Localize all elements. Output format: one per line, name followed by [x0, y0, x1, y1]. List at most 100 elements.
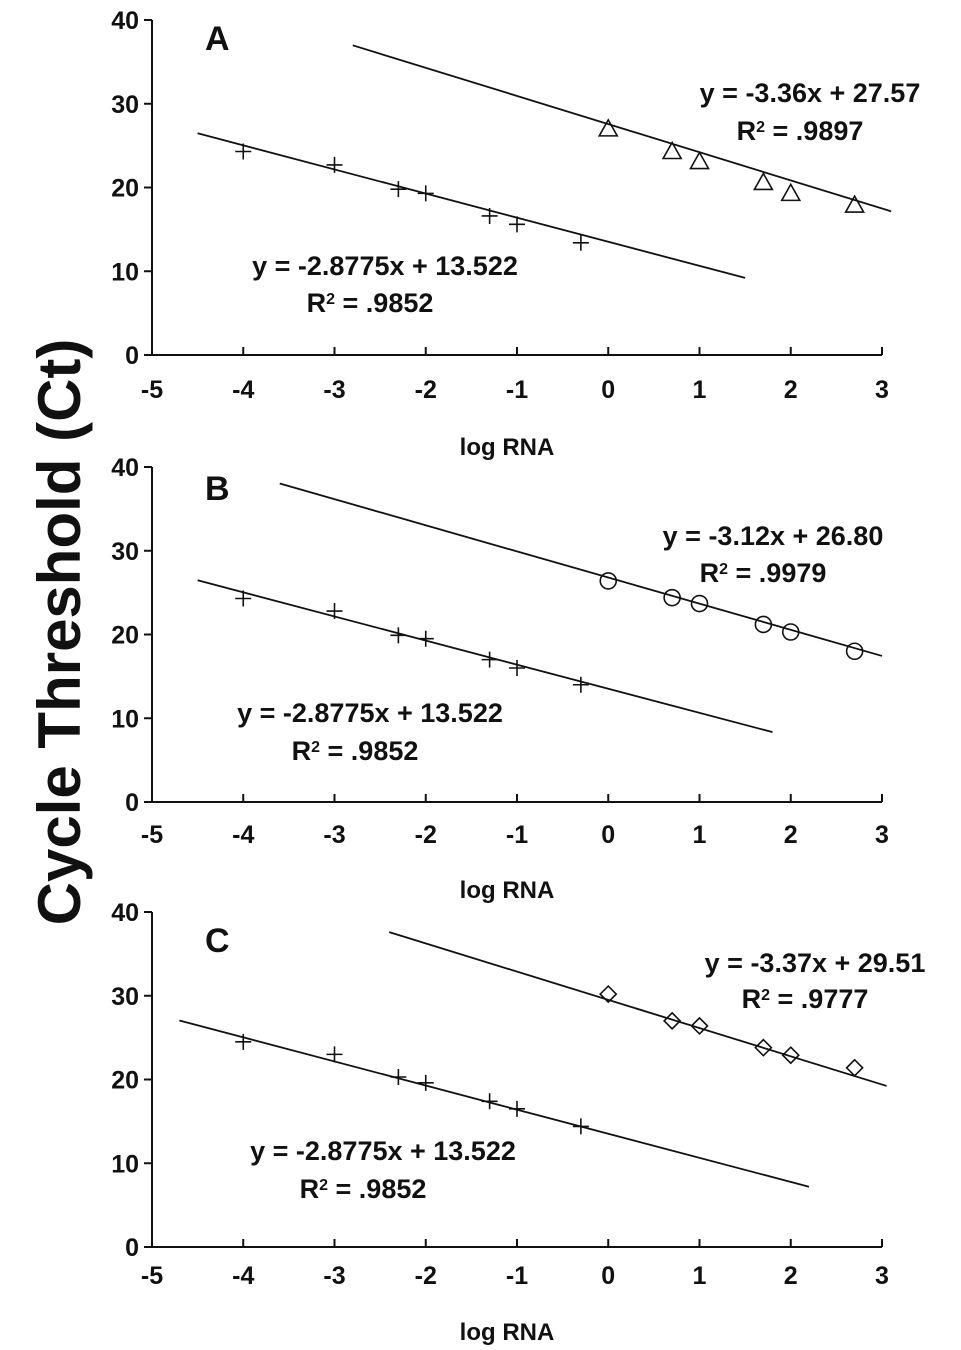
regression-equation: y = -2.8775x + 13.522: [250, 1136, 516, 1166]
data-point-plus: [417, 630, 434, 647]
y-tick-label: 10: [111, 1150, 139, 1178]
data-point-plus: [572, 1118, 589, 1135]
data-point-plus: [509, 216, 525, 233]
r-squared-label: R2 = .9979: [700, 558, 827, 588]
x-tick-label: -3: [323, 821, 345, 849]
r-squared-label: R2 = .9777: [742, 984, 869, 1014]
y-tick-label: 0: [125, 789, 139, 817]
data-point-plus: [572, 676, 589, 693]
r-squared-label: R2 = .9897: [737, 116, 864, 146]
data-point-plus: [417, 185, 434, 202]
x-tick-label: -4: [232, 821, 254, 849]
x-tick-label: 0: [601, 821, 615, 849]
y-tick-label: 10: [111, 705, 139, 733]
data-point-plus: [326, 156, 343, 173]
data-point-plus: [481, 1093, 498, 1110]
data-point-plus: [481, 651, 498, 668]
y-tick-label: 20: [111, 622, 139, 650]
y-tick-label: 30: [111, 91, 139, 119]
data-point-plus: [235, 1033, 252, 1050]
x-tick-label: -2: [415, 376, 437, 404]
x-axis-label: log RNA: [460, 1319, 555, 1346]
data-point-plus: [235, 590, 252, 607]
regression-equation: y = -3.36x + 27.57: [700, 78, 921, 108]
r-squared-label: R2 = .9852: [307, 288, 434, 318]
regression-equation: y = -3.37x + 29.51: [705, 948, 926, 978]
x-tick-label: -4: [232, 1262, 254, 1290]
x-tick-label: 3: [875, 1262, 889, 1290]
data-point-diamond: [690, 1016, 709, 1036]
data-point-circle: [754, 615, 773, 634]
data-point-diamond: [754, 1038, 773, 1057]
data-point-circle: [845, 642, 864, 661]
data-point-diamond: [662, 1011, 682, 1031]
y-tick-label: 0: [125, 342, 139, 370]
data-point-triangle: [780, 182, 802, 202]
regression-equation: y = -2.8775x + 13.522: [237, 698, 503, 728]
data-point-plus: [390, 1068, 407, 1085]
data-point-plus: [417, 1074, 434, 1091]
x-tick-label: 1: [693, 1262, 707, 1290]
data-point-diamond: [781, 1046, 800, 1065]
y-tick-label: 40: [111, 899, 139, 927]
x-tick-label: -1: [506, 376, 528, 404]
x-tick-label: 0: [601, 376, 615, 404]
regression-equation: y = -3.12x + 26.80: [663, 521, 884, 551]
x-tick-label: -1: [506, 821, 528, 849]
regression-line: [279, 482, 883, 657]
data-point-diamond: [845, 1058, 864, 1077]
x-tick-label: 3: [875, 376, 889, 404]
y-axis-label: Cycle Threshold (Ct): [26, 339, 93, 926]
chart-panel-a: 0 10 20 30 40 -5 -4 -3 -2 -1 0 1 2 3 log RNA Ay = -2.87…: [111, 7, 920, 461]
data-point-plus: [509, 1100, 525, 1117]
x-tick-label: -5: [141, 1262, 163, 1290]
data-point-circle: [599, 572, 618, 590]
data-point-circle: [663, 588, 681, 607]
regression-line: [197, 132, 746, 279]
chart-panel-b: 0 10 20 30 40 -5 -4 -3 -2 -1 0 1 2 3 log RNA By = -2.87…: [111, 454, 889, 904]
y-tick-label: 10: [111, 258, 139, 286]
chart-panel-c: 0 10 20 30 40 -5 -4 -3 -2 -1 0 1 2 3 log RNA Cy = -2.87…: [111, 899, 925, 1346]
x-tick-label: -5: [141, 821, 163, 849]
y-tick-label: 0: [125, 1234, 139, 1262]
r-squared-label: R2 = .9852: [292, 736, 419, 766]
regression-equation: y = -2.8775x + 13.522: [252, 251, 518, 281]
regression-line: [179, 1019, 810, 1188]
x-tick-label: 2: [784, 821, 798, 849]
data-point-plus: [235, 143, 252, 160]
data-point-triangle: [844, 194, 865, 213]
y-tick-label: 40: [111, 454, 139, 482]
x-tick-label: -1: [506, 1262, 528, 1290]
data-point-triangle: [597, 118, 619, 137]
x-tick-label: 3: [875, 821, 889, 849]
x-tick-label: 2: [784, 1262, 798, 1290]
y-tick-label: 20: [111, 175, 139, 203]
x-axis-label: log RNA: [460, 877, 555, 904]
x-tick-label: -5: [141, 376, 163, 404]
regression-line: [352, 44, 892, 213]
data-point-circle: [781, 623, 800, 641]
x-tick-label: -2: [415, 821, 437, 849]
x-tick-label: 0: [601, 1262, 615, 1290]
x-axis-label: log RNA: [460, 434, 555, 461]
panel-label: C: [205, 922, 230, 960]
x-tick-label: -4: [232, 376, 254, 404]
y-tick-label: 30: [111, 538, 139, 566]
data-point-triangle: [689, 150, 710, 170]
data-point-circle: [690, 594, 709, 613]
panel-label: B: [205, 470, 230, 508]
data-point-plus: [572, 234, 589, 251]
x-tick-label: -2: [415, 1262, 437, 1290]
y-tick-label: 20: [111, 1067, 139, 1095]
data-point-plus: [326, 1046, 343, 1063]
data-point-plus: [481, 207, 498, 224]
x-tick-label: -3: [323, 1262, 345, 1290]
regression-line: [388, 931, 887, 1087]
panel-label: A: [205, 20, 230, 58]
data-point-plus: [509, 660, 525, 676]
x-tick-label: 1: [693, 376, 707, 404]
y-tick-label: 40: [111, 7, 139, 35]
data-point-diamond: [599, 984, 618, 1004]
data-point-triangle: [753, 171, 774, 191]
